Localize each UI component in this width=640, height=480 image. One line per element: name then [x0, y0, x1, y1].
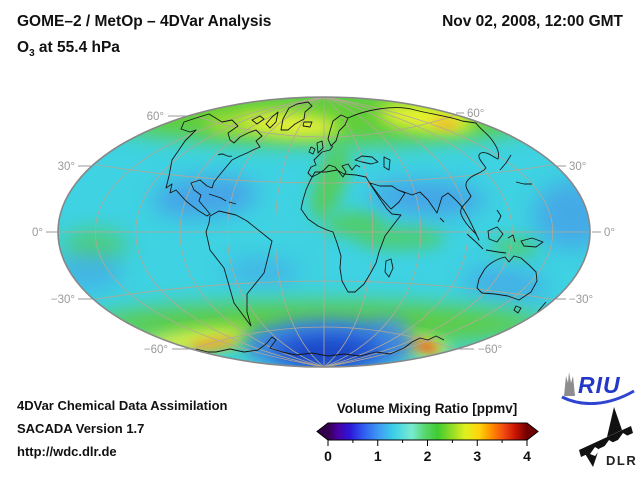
coastline-australia	[476, 255, 538, 301]
coastline-greenland	[280, 101, 313, 131]
field-blob	[206, 115, 250, 133]
footer-line-version: SACADA Version 1.7	[17, 421, 145, 436]
page-title: GOME–2 / MetOp – 4DVar Analysis	[17, 13, 272, 30]
coastline-africa	[300, 169, 402, 293]
ozone-min-mideast	[369, 180, 485, 216]
riu-swoosh-icon	[561, 389, 635, 405]
meridian-w120	[135, 97, 325, 367]
lat-label-30n-right: 30°	[569, 161, 586, 173]
coastline-asia	[347, 107, 500, 241]
footer-line-url: http://wdc.dlr.de	[17, 444, 117, 459]
lat-label-eq-right: 0°	[604, 227, 615, 239]
coastline-arabia	[369, 182, 406, 210]
dlr-star-icon	[579, 407, 633, 467]
coastline-black-sea	[354, 155, 379, 165]
field-blob	[224, 259, 300, 285]
lat-label-eq-left: 0°	[32, 227, 43, 239]
species-subscript: 3	[29, 48, 35, 60]
coastline-antarctica	[195, 335, 445, 357]
coastline-new-guinea	[520, 237, 544, 248]
colorbar-tick-2: 2	[424, 448, 432, 464]
riu-text: RIU	[578, 372, 621, 398]
coastlines	[165, 101, 548, 357]
meridian-w150	[94, 97, 325, 367]
coastline-north-america	[165, 113, 263, 217]
level-text: at 55.4 hPa	[34, 39, 120, 56]
colorbar-tick-labels: 0 1 2 3 4	[324, 448, 531, 464]
riu-logo: RIU	[561, 372, 635, 405]
ozone-min-antarctic	[294, 344, 358, 364]
lat-label-60s-right: −60°	[478, 344, 502, 356]
coastline-caspian-sea	[383, 156, 391, 171]
coastline-caribbean	[208, 193, 237, 205]
lat-label-60n-right: 60°	[467, 108, 484, 120]
coastline-south-america	[205, 210, 273, 327]
coastline-japan-kuril	[499, 154, 532, 185]
lat-label-30s-left: −30°	[51, 294, 75, 306]
meridian-w90	[179, 97, 325, 367]
variable-title: O3 at 55.4 hPa	[17, 39, 120, 59]
coastline-indonesia	[466, 209, 516, 254]
colorbar-tick-1: 1	[374, 448, 382, 464]
colorbar-tick-4: 4	[523, 448, 531, 464]
meridian-e150	[323, 97, 554, 367]
coastline-arctic-islands	[251, 111, 279, 129]
coastline-britain	[308, 140, 324, 155]
latitude-labels: 60° 30° 0° −30° −60° 60° 30° 0° −30° −60…	[32, 108, 615, 356]
colorbar-title: Volume Mixing Ratio [ppmv]	[337, 401, 518, 416]
species-symbol: O	[17, 39, 30, 56]
coastline-sri-lanka	[439, 217, 445, 223]
lat-label-60n-left: 60°	[147, 111, 164, 123]
coastline-iceland	[302, 121, 313, 128]
field-blob	[355, 226, 445, 250]
field-blob	[420, 343, 434, 351]
meridian-e90	[323, 97, 469, 367]
ozone-max-spacific	[189, 338, 237, 350]
riu-cathedral-icon	[564, 372, 575, 396]
footer-line-assimilation: 4DVar Chemical Data Assimilation	[17, 398, 228, 413]
colorbar-tick-0: 0	[324, 448, 332, 464]
lat-label-60s-left: −60°	[144, 344, 168, 356]
lat-label-30n-left: 30°	[58, 161, 75, 173]
field-blob	[311, 143, 349, 221]
meridian-w30	[274, 97, 325, 367]
field-blob	[63, 230, 127, 260]
dlr-logo: DLR	[579, 407, 637, 468]
colorbar: Volume Mixing Ratio [ppmv] 0 1 2 3 4	[316, 401, 539, 464]
meridian-w60	[226, 97, 325, 367]
latitude-ticks	[46, 112, 601, 350]
colorbar-gradient-bar	[316, 422, 539, 441]
coastline-great-lakes	[217, 153, 233, 157]
meridian-e60	[323, 97, 422, 367]
ozone-min-natlantic	[153, 176, 257, 218]
ozone-max-greenland	[236, 112, 340, 138]
field-blob	[491, 237, 539, 257]
dlr-text: DLR	[606, 453, 637, 468]
colorbar-ticks	[327, 440, 528, 446]
map-boundary	[57, 96, 591, 368]
coastline-europe	[307, 145, 361, 178]
coastline-madagascar	[384, 258, 394, 278]
field-blob	[534, 181, 590, 249]
meridian-e120	[323, 97, 513, 367]
colorbar-tick-3: 3	[473, 448, 481, 464]
timestamp: Nov 02, 2008, 12:00 GMT	[442, 13, 623, 30]
field-blob	[463, 268, 547, 300]
coastline-scandinavia	[327, 114, 349, 147]
lat-label-30s-right: −30°	[569, 294, 593, 306]
